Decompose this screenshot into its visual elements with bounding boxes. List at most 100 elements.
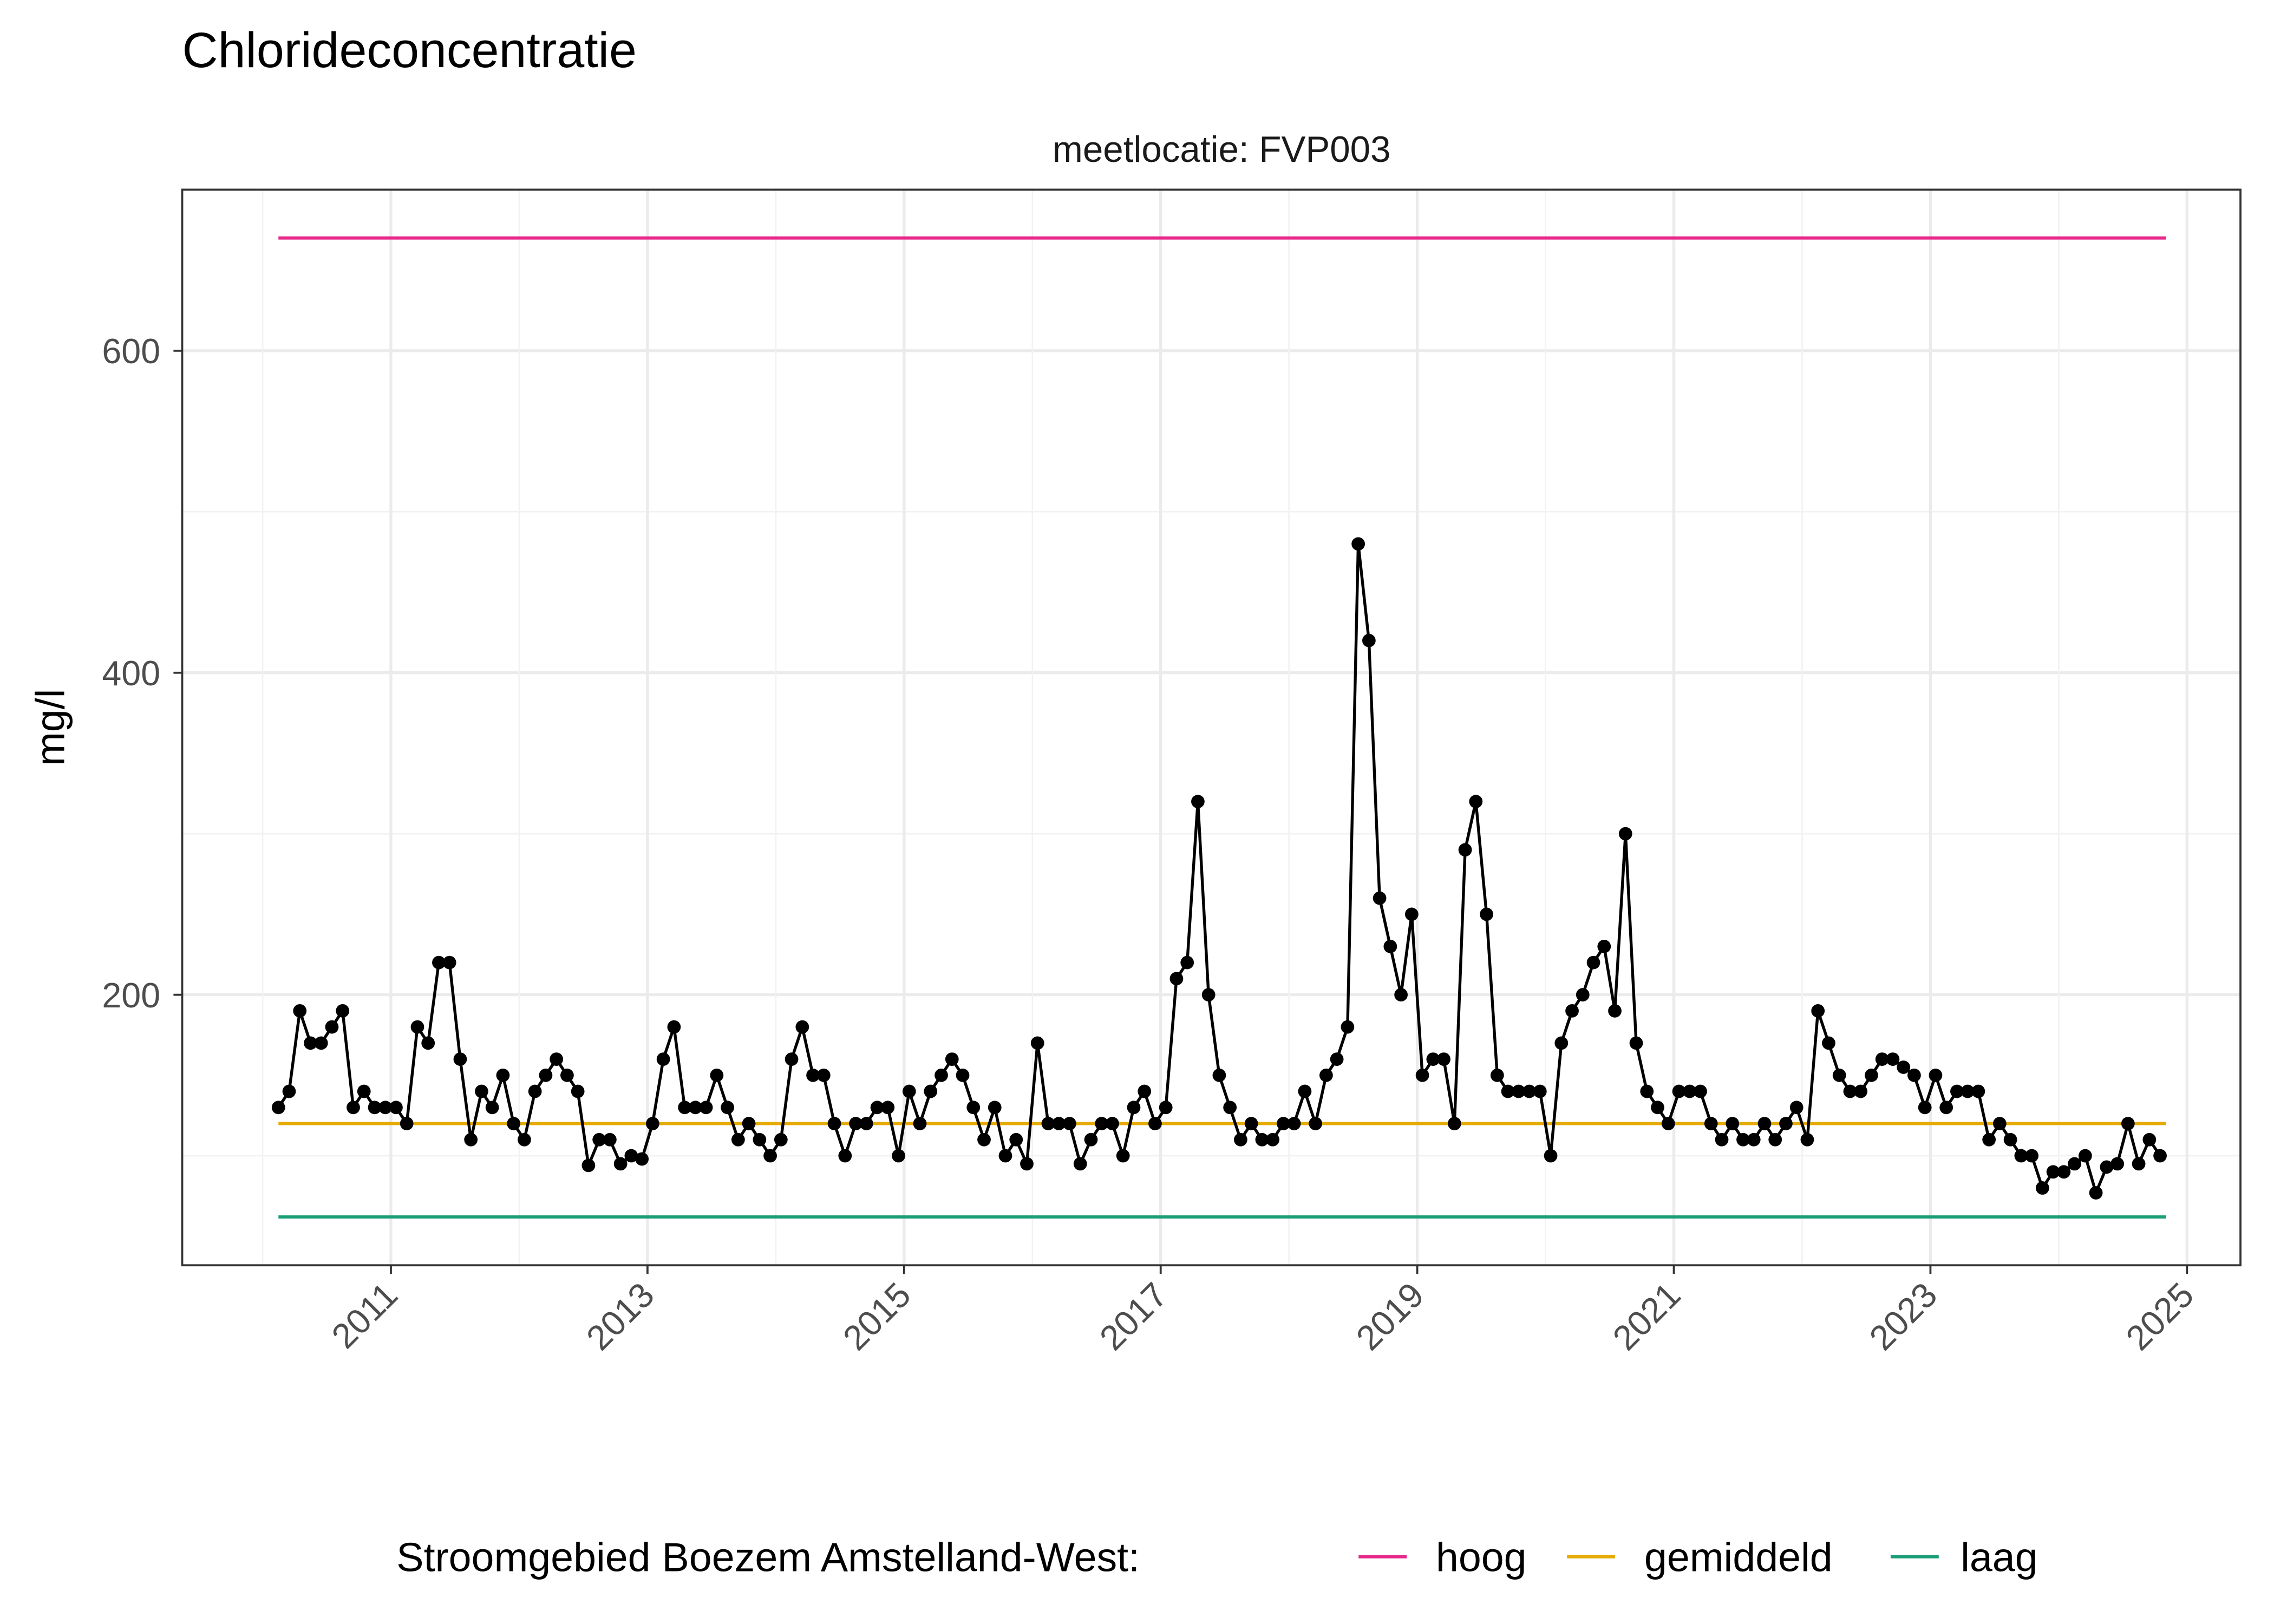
data-point — [774, 1132, 788, 1147]
data-point — [1789, 1101, 1803, 1115]
data-point — [507, 1117, 521, 1130]
data-point — [667, 1020, 681, 1034]
data-point — [945, 1052, 959, 1066]
data-point — [1009, 1132, 1023, 1147]
data-point — [464, 1132, 478, 1147]
data-point — [1191, 795, 1205, 809]
data-point — [731, 1132, 745, 1147]
data-point — [699, 1101, 713, 1115]
data-point — [1800, 1132, 1814, 1147]
data-point — [1757, 1117, 1772, 1130]
data-point — [1180, 955, 1194, 970]
data-point — [400, 1117, 414, 1130]
legend-title: Stroomgebied Boezem Amstelland-West: — [396, 1535, 1140, 1580]
reference-lines — [278, 236, 2166, 1219]
data-point — [635, 1152, 649, 1166]
data-point — [1073, 1157, 1087, 1171]
data-point — [389, 1101, 403, 1115]
data-point — [1982, 1132, 1996, 1147]
data-point — [1159, 1101, 1173, 1115]
data-point — [656, 1052, 670, 1066]
data-point — [1832, 1068, 1846, 1082]
data-point — [1244, 1117, 1258, 1130]
data-point — [1458, 843, 1472, 857]
data-point — [336, 1004, 350, 1018]
data-point — [539, 1068, 553, 1082]
data-point — [956, 1068, 970, 1082]
data-point — [1138, 1084, 1152, 1098]
data-point — [1672, 1084, 1686, 1098]
data-point — [645, 1117, 659, 1130]
data-point — [442, 955, 456, 970]
data-point — [1661, 1117, 1675, 1130]
data-point — [1041, 1117, 1055, 1130]
data-point — [485, 1101, 499, 1115]
data-point — [1277, 1117, 1290, 1130]
data-point — [1373, 891, 1387, 905]
data-point — [1052, 1117, 1066, 1130]
data-point — [314, 1036, 328, 1050]
data-point — [1394, 988, 1408, 1001]
data-point — [2025, 1149, 2039, 1163]
data-point — [1234, 1132, 1247, 1147]
data-point — [892, 1149, 905, 1163]
data-point — [1287, 1117, 1301, 1130]
data-point — [1533, 1084, 1547, 1098]
data-point — [1212, 1068, 1226, 1082]
data-point — [1886, 1052, 1900, 1066]
data-point — [795, 1020, 809, 1034]
data-point — [1512, 1084, 1526, 1098]
data-point — [2089, 1186, 2103, 1200]
data-point — [1255, 1132, 1269, 1147]
data-point — [913, 1117, 927, 1130]
y-tick-label: 400 — [102, 654, 160, 693]
data-point — [1544, 1149, 1558, 1163]
data-point — [785, 1052, 799, 1066]
data-point — [1447, 1117, 1461, 1130]
data-point — [1020, 1157, 1034, 1171]
data-point — [849, 1117, 862, 1130]
data-point — [742, 1117, 756, 1130]
data-point — [1426, 1052, 1440, 1066]
data-point — [1608, 1004, 1622, 1018]
data-point — [1576, 988, 1590, 1001]
data-point — [1875, 1052, 1889, 1066]
data-point — [1822, 1036, 1835, 1050]
data-point — [475, 1084, 488, 1098]
data-point — [613, 1157, 628, 1171]
data-point — [2132, 1157, 2146, 1171]
data-point — [2142, 1132, 2157, 1147]
data-point — [1490, 1068, 1504, 1082]
data-point — [902, 1084, 916, 1098]
data-point — [581, 1158, 596, 1173]
data-point — [827, 1117, 841, 1130]
data-point — [1651, 1101, 1664, 1115]
data-point — [282, 1084, 296, 1098]
data-point — [1971, 1084, 1985, 1098]
data-point — [1266, 1132, 1280, 1147]
data-point — [378, 1101, 393, 1115]
data-point — [1779, 1117, 1793, 1130]
data-point — [966, 1101, 981, 1115]
data-point — [1030, 1036, 1044, 1050]
data-point — [988, 1101, 1002, 1115]
data-point — [1501, 1084, 1515, 1098]
data-point — [1939, 1101, 1953, 1115]
data-point — [1736, 1132, 1750, 1147]
data-point — [2046, 1165, 2060, 1179]
data-point — [2078, 1149, 2092, 1163]
data-point — [1961, 1084, 1975, 1098]
data-point — [1747, 1132, 1761, 1147]
data-point — [1929, 1068, 1943, 1082]
data-point — [560, 1068, 574, 1082]
data-point — [518, 1132, 531, 1147]
data-point — [1854, 1084, 1868, 1098]
data-point — [1095, 1117, 1109, 1130]
data-point — [1084, 1132, 1098, 1147]
data-point — [571, 1084, 585, 1098]
facet-strip-label: meetlocatie: FVP003 — [1053, 129, 1391, 170]
legend-label-gemiddeld: gemiddeld — [1644, 1535, 1833, 1580]
data-point — [1618, 827, 1632, 841]
y-tick-label: 200 — [102, 976, 160, 1015]
